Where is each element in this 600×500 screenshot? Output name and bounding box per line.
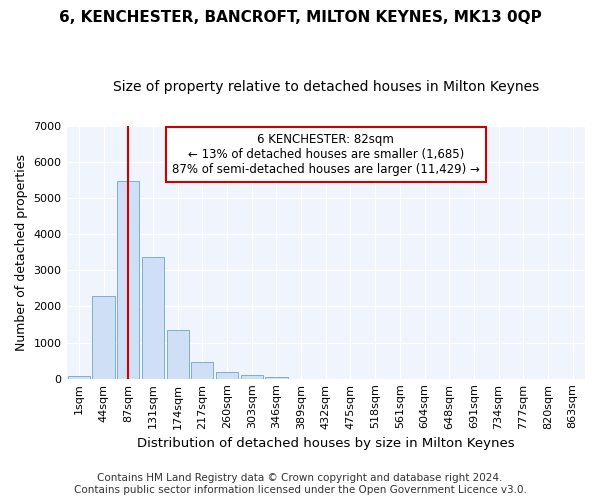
Title: Size of property relative to detached houses in Milton Keynes: Size of property relative to detached ho… [113,80,539,94]
Bar [241,375,263,378]
Text: 6, KENCHESTER, BANCROFT, MILTON KEYNES, MK13 0QP: 6, KENCHESTER, BANCROFT, MILTON KEYNES, … [59,10,541,25]
Bar [92,296,115,378]
Text: 6 KENCHESTER: 82sqm
← 13% of detached houses are smaller (1,685)
87% of semi-det: 6 KENCHESTER: 82sqm ← 13% of detached ho… [172,134,480,176]
Text: Contains HM Land Registry data © Crown copyright and database right 2024.
Contai: Contains HM Land Registry data © Crown c… [74,474,526,495]
Bar [216,372,238,378]
Bar [117,180,139,378]
Y-axis label: Number of detached properties: Number of detached properties [15,154,28,350]
Bar [167,330,189,378]
X-axis label: Distribution of detached houses by size in Milton Keynes: Distribution of detached houses by size … [137,437,515,450]
Bar [68,376,90,378]
Bar [142,256,164,378]
Bar [265,377,287,378]
Bar [191,362,214,378]
